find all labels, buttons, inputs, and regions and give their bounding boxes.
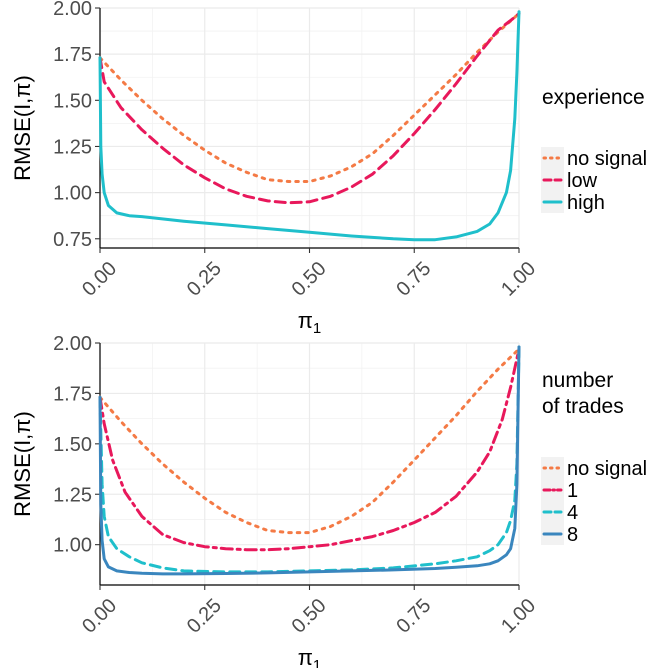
legend-label: no signal — [567, 148, 647, 170]
legend-title: of trades — [542, 395, 624, 418]
y-tick-label: 1.50 — [53, 90, 92, 112]
y-axis-label: RMSE(I,π) — [10, 411, 35, 517]
y-tick-label: 1.75 — [53, 383, 92, 405]
series-line-low — [98, 12, 521, 205]
series-line-high — [98, 10, 521, 242]
x-tick-label: 0.75 — [392, 595, 435, 638]
panel-1: 0.75 1.00 1.25 1.50 1.75 2.00 0.00 0.25 0.50 0.75… — [10, 0, 647, 337]
x-tick-label: 0.50 — [288, 258, 331, 301]
y-tick-label: 2.00 — [53, 333, 92, 355]
series-line-1 — [98, 347, 521, 552]
y-tick-label: 0.75 — [53, 229, 92, 251]
y-tick-label: 2.00 — [53, 0, 92, 20]
x-axis-label: π1 — [298, 645, 322, 668]
legend-label: 8 — [567, 524, 578, 546]
legend-label: no signal — [567, 458, 647, 480]
panel-2: 1.00 1.25 1.50 1.75 2.00 0.00 0.25 0.50 0.75 1.00… — [10, 333, 647, 668]
y-tick-label: 1.00 — [53, 535, 92, 557]
y-tick-label: 1.50 — [53, 434, 92, 456]
series-line-8 — [98, 345, 521, 576]
legend-label: 1 — [567, 480, 578, 502]
legend-label: 4 — [567, 502, 578, 524]
x-axis-label: π1 — [298, 308, 322, 337]
x-tick-label: 0.50 — [288, 595, 331, 638]
y-tick-label: 1.25 — [53, 136, 92, 158]
x-tick-label: 0.25 — [183, 595, 226, 638]
y-axis-label: RMSE(I,π) — [10, 75, 35, 181]
legend-label: high — [567, 192, 605, 214]
x-tick-label: 0.00 — [78, 595, 121, 638]
y-tick-label: 1.75 — [53, 44, 92, 66]
x-tick-label: 1.00 — [497, 595, 540, 638]
series-line-no-signal — [98, 12, 521, 183]
x-tick-label: 0.25 — [183, 258, 226, 301]
y-tick-label: 1.00 — [53, 183, 92, 205]
legend-title: experience — [542, 86, 645, 109]
series-line-no-signal — [98, 347, 521, 535]
x-tick-label: 1.00 — [497, 258, 540, 301]
legend-label: low — [567, 170, 598, 192]
x-tick-label: 0.75 — [392, 258, 435, 301]
y-tick-label: 1.25 — [53, 484, 92, 506]
legend-title: number — [542, 369, 613, 392]
x-tick-label: 0.00 — [78, 258, 121, 301]
